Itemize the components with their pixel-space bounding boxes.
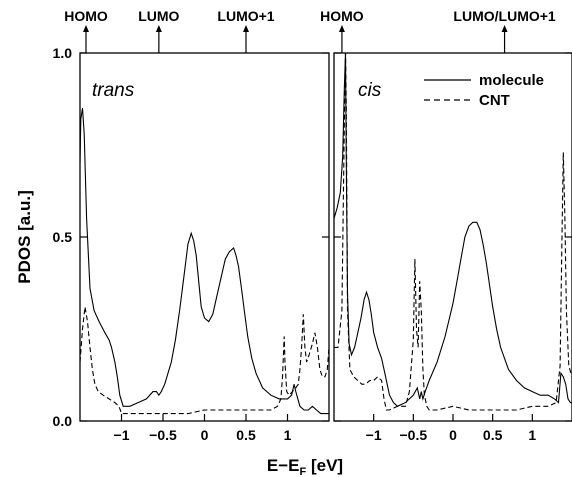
ticks-trans: −1 −0.5 0 0.5 1 — [80, 52, 329, 443]
ticks-cis: −1 −0.5 0 0.5 1 — [334, 52, 572, 443]
series-molecule-trans — [80, 108, 329, 415]
panel-trans: −1 −0.5 0 0.5 1 HOMO LUMO LUMO+1 trans — [64, 8, 330, 443]
marker-arrow-trans — [243, 25, 249, 32]
legend: molecule CNT — [424, 72, 544, 109]
marker-arrow-cis — [338, 25, 345, 32]
legend-label-molecule: molecule — [479, 72, 544, 89]
series-cnt-cis — [334, 53, 572, 411]
x-tick-label-cis: 0.5 — [483, 427, 503, 443]
marker-arrow-cis — [501, 25, 508, 32]
marker-label-cis: LUMO/LUMO+1 — [453, 8, 555, 24]
x-tick-label-cis: 1 — [528, 427, 536, 443]
x-axis-label-subscript: F — [300, 466, 307, 477]
x-tick-label-cis: 0 — [449, 427, 457, 443]
x-tick-label-trans: 0.5 — [236, 427, 256, 443]
series-molecule-cis — [334, 53, 572, 407]
series-cis — [334, 53, 572, 411]
y-tick-label: 0.5 — [53, 229, 73, 245]
marker-arrow-trans — [83, 25, 89, 32]
y-tick-label: 1.0 — [53, 45, 73, 61]
y-tick-labels: 0.0 0.5 1.0 — [53, 45, 73, 429]
marker-label-trans: LUMO+1 — [217, 8, 274, 24]
marker-arrow-trans — [155, 25, 162, 32]
plot-frame-trans — [79, 52, 330, 422]
x-tick-label-cis: −0.5 — [400, 427, 428, 443]
marker-label-trans: HOMO — [64, 8, 108, 24]
panel-label-cis: cis — [358, 80, 382, 101]
x-axis-label-unit: [eV] — [306, 456, 343, 475]
x-tick-label-trans: 1 — [284, 427, 292, 443]
x-tick-label-trans: 0 — [201, 427, 209, 443]
x-tick-label-cis: −1 — [366, 427, 382, 443]
plot-frame-cis — [333, 52, 572, 422]
x-axis-label: E−EF [eV] — [267, 456, 343, 477]
x-axis-label-main: E−E — [267, 456, 300, 475]
y-axis-label: PDOS [a.u.] — [15, 190, 34, 284]
top-markers-cis: HOMO LUMO/LUMO+1 — [320, 8, 556, 53]
panel-cis: −1 −0.5 0 0.5 1 HOMO LUMO/LUMO+1 cis — [320, 8, 572, 443]
marker-label-cis: HOMO — [320, 8, 364, 24]
series-trans — [80, 108, 329, 415]
y-tick-label: 0.0 — [53, 413, 73, 429]
panel-label-trans: trans — [92, 80, 135, 101]
x-tick-label-trans: −1 — [114, 427, 130, 443]
x-tick-label-trans: −0.5 — [149, 427, 177, 443]
series-cnt-trans — [80, 306, 329, 415]
top-markers-trans: HOMO LUMO LUMO+1 — [64, 8, 275, 53]
marker-label-trans: LUMO — [138, 8, 179, 24]
legend-label-cnt: CNT — [479, 92, 510, 109]
